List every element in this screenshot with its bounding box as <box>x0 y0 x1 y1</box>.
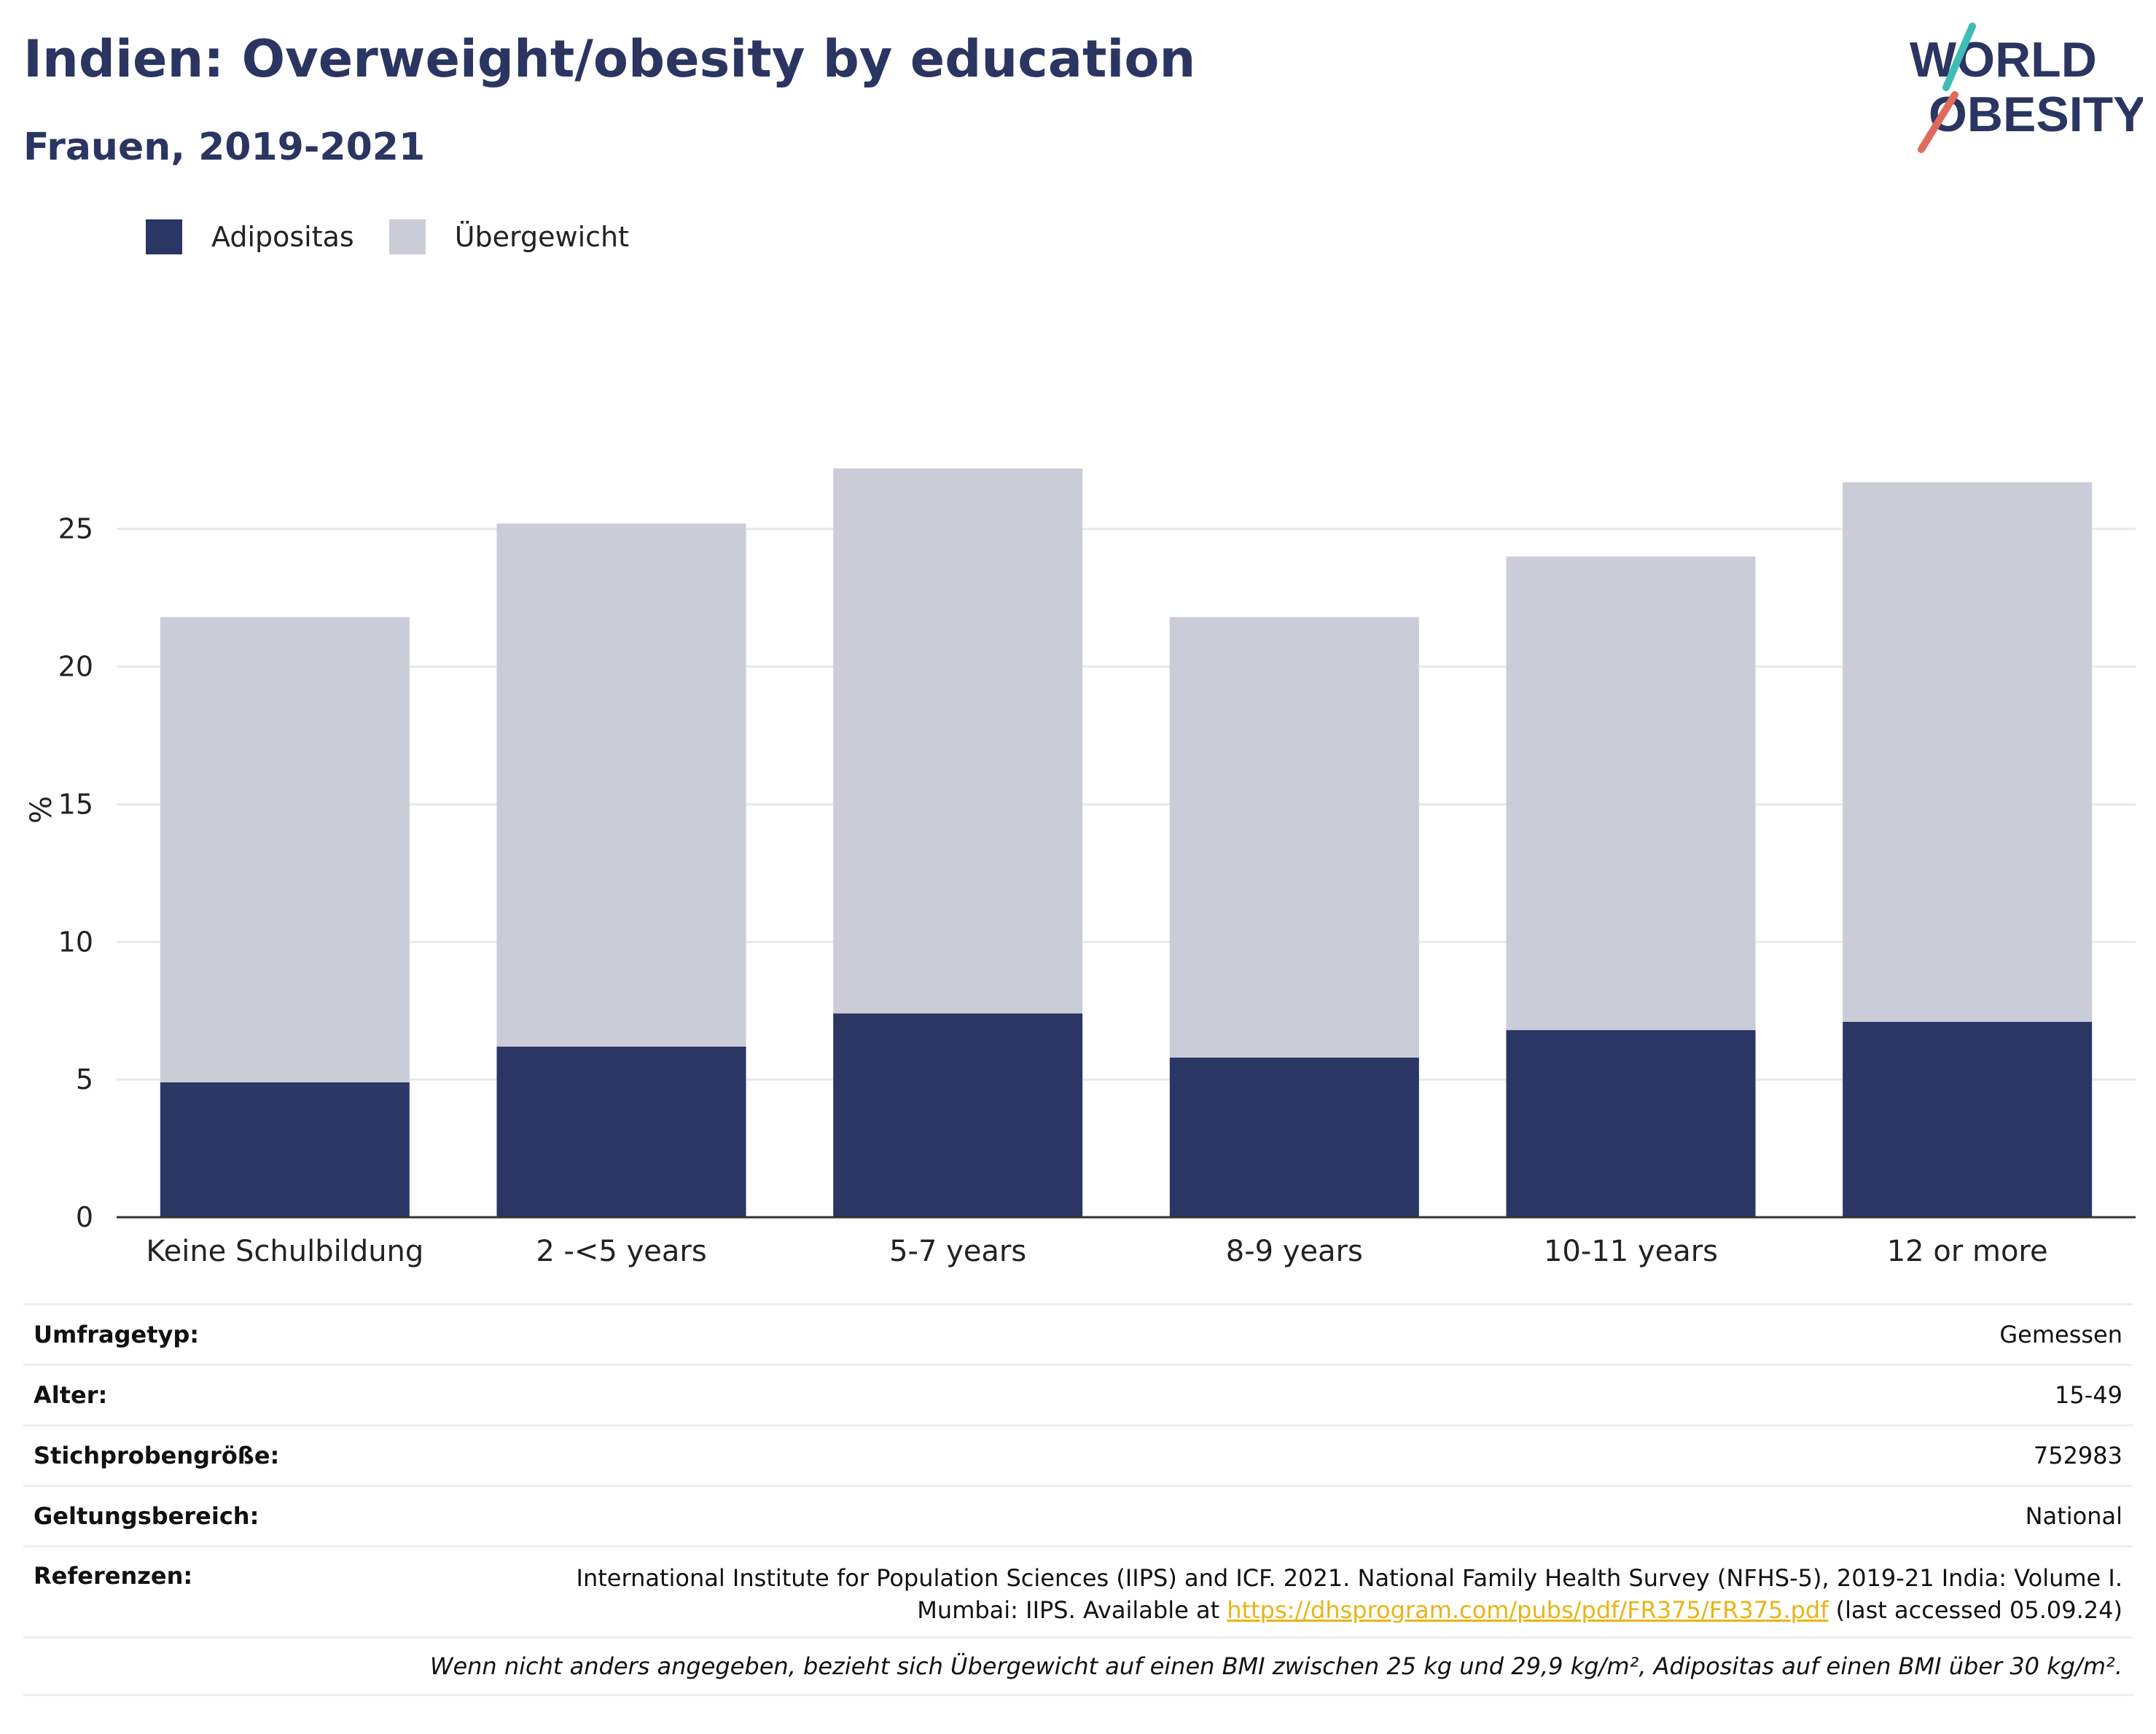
info-key: Alter: <box>34 1381 108 1409</box>
y-tick-label: 15 <box>58 788 93 820</box>
legend-swatch-adipositas <box>146 219 182 254</box>
info-value: 752983 <box>2033 1442 2122 1469</box>
info-value: 15-49 <box>2055 1381 2122 1409</box>
info-row-note: Wenn nicht anders angegeben, bezieht sic… <box>23 1636 2133 1696</box>
y-tick-label: 10 <box>58 926 93 958</box>
bar-adipositas <box>1843 1021 2093 1217</box>
stacked-bar-chart: 0 5 10 15 20 25 Keine Schulbildung 2 -<5 years 5… <box>25 468 2136 1268</box>
bar-adipositas <box>160 1082 410 1217</box>
legend-item-adipositas[interactable]: Adipositas <box>146 219 354 254</box>
x-tick-label: 2 -<5 years <box>536 1235 706 1268</box>
y-tick-label: 0 <box>76 1201 93 1233</box>
info-value: Gemessen <box>1999 1321 2122 1348</box>
reference-text: International Institute for Population S… <box>577 1562 2122 1626</box>
reference-link[interactable]: https://dhsprogram.com/pubs/pdf/FR375/FR… <box>1227 1596 1829 1624</box>
legend-swatch-uebergewicht <box>388 219 426 254</box>
y-tick-label: 25 <box>58 513 93 545</box>
legend-label-adipositas: Adipositas <box>211 221 354 253</box>
bar-adipositas <box>1506 1030 1756 1217</box>
legend-item-uebergewicht[interactable]: Übergewicht <box>388 219 629 254</box>
reference-line-2-prefix: Mumbai: IIPS. Available at <box>917 1596 1227 1624</box>
y-tick-label: 20 <box>58 651 93 683</box>
legend-label-uebergewicht: Übergewicht <box>454 221 629 253</box>
info-key: Geltungsbereich: <box>34 1502 259 1530</box>
bmi-definition-note: Wenn nicht anders angegeben, bezieht sic… <box>429 1652 2122 1680</box>
reference-line-2-suffix: (last accessed 05.09.24) <box>1828 1596 2122 1624</box>
svg-text:OBESITY: OBESITY <box>1929 87 2143 142</box>
bar-uebergewicht <box>1169 617 1419 1058</box>
info-key: Stichprobengröße: <box>34 1442 280 1469</box>
bar-adipositas <box>1169 1057 1419 1217</box>
chart-legend: Adipositas Übergewicht <box>146 219 664 255</box>
x-tick-label: 5-7 years <box>889 1235 1026 1268</box>
x-tick-label: 12 or more <box>1887 1235 2048 1268</box>
y-axis-label: % <box>25 796 58 824</box>
info-row-sample-size: Stichprobengröße: 752983 <box>23 1424 2133 1485</box>
chart-subtitle: Frauen, 2019-2021 <box>23 125 426 169</box>
reference-line-1: International Institute for Population S… <box>576 1564 2122 1592</box>
bar-uebergewicht <box>160 617 410 1082</box>
chart-title: Indien: Overweight/obesity by education <box>23 29 1196 89</box>
bar-uebergewicht <box>833 468 1083 1014</box>
info-value: National <box>2025 1502 2122 1530</box>
world-obesity-logo: WORLD OBESITY <box>1910 23 2143 153</box>
info-row-references: Referenzen: International Institute for … <box>23 1545 2133 1636</box>
bar-uebergewicht <box>1843 482 2093 1022</box>
x-tick-label: 10-11 years <box>1544 1235 1718 1268</box>
x-tick-label: Keine Schulbildung <box>146 1235 423 1268</box>
bar-adipositas <box>833 1013 1083 1217</box>
bar-uebergewicht <box>1506 556 1756 1031</box>
x-tick-label: 8-9 years <box>1226 1235 1363 1268</box>
info-row-survey-type: Umfragetyp: Gemessen <box>23 1303 2133 1364</box>
info-key: Umfragetyp: <box>34 1321 200 1348</box>
info-row-scope: Geltungsbereich: National <box>23 1485 2133 1545</box>
y-tick-label: 5 <box>76 1063 93 1096</box>
bar-adipositas <box>496 1046 746 1217</box>
svg-text:WORLD: WORLD <box>1910 32 2097 87</box>
info-key: Referenzen: <box>34 1562 193 1590</box>
info-row-age: Alter: 15-49 <box>23 1364 2133 1424</box>
bar-uebergewicht <box>496 523 746 1047</box>
survey-info-table: Umfragetyp: Gemessen Alter: 15-49 Stichp… <box>23 1303 2133 1696</box>
